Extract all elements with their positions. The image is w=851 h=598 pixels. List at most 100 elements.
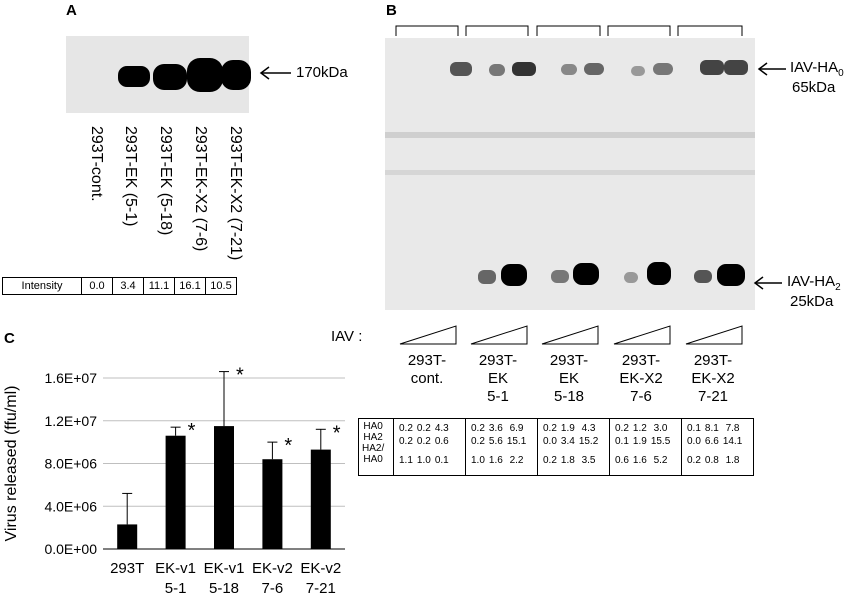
y-axis-label: Virus released (ffu/ml) (3, 386, 20, 542)
nonspecific-band (385, 170, 755, 175)
blot-band (624, 272, 638, 283)
blot-band (717, 264, 745, 286)
group-brackets (395, 25, 743, 36)
blot-band (631, 66, 645, 76)
quant-cell: 1.1 (399, 454, 413, 466)
x-tick-label: EK-v1 (204, 560, 245, 577)
blot-band (561, 64, 577, 75)
quant-cell: 14.1 (722, 436, 743, 447)
significance-mark: * (333, 422, 341, 444)
quant-row-label: HA0 (363, 421, 383, 432)
blot-band (478, 270, 496, 284)
intensity-cell: 0.0 (81, 277, 113, 295)
ha0-marker-sub: 0 (838, 68, 844, 79)
quant-cell: 1.9 (632, 436, 647, 447)
y-tick-label: 4.0E+06 (44, 498, 97, 514)
blot-band (551, 270, 569, 283)
arrow-left-icon (757, 62, 786, 76)
panel-c-label: C (4, 330, 15, 347)
ha0-kda: 65kDa (792, 79, 836, 96)
quant-cell: 0.1 (434, 454, 449, 466)
nonspecific-band (385, 132, 755, 138)
ha2-marker-name: IAV-HA (787, 273, 836, 290)
group-label: 293T- cont. (407, 352, 447, 387)
bar (310, 449, 331, 549)
iav-label: IAV : (331, 328, 363, 345)
blot-band (647, 262, 671, 285)
quant-cell: 0.0 (543, 436, 557, 447)
blot-band (221, 60, 251, 90)
group-label: 293T- EK-X2 7-21 (691, 352, 735, 405)
quant-cell: 0.6 (615, 454, 629, 466)
panel-b-label: B (386, 2, 397, 19)
intensity-cell: 11.1 (143, 277, 175, 295)
blot-band (584, 63, 604, 75)
blot-band (501, 264, 527, 286)
quant-cell: 0.1 (687, 423, 701, 434)
quant-cell: 5.6 (488, 436, 503, 447)
ha0-marker-name: IAV-HA (790, 59, 839, 76)
intensity-cell: 10.5 (205, 277, 237, 295)
quant-cell: 0.0 (687, 436, 701, 447)
bar (214, 426, 234, 549)
quant-cell: 0.2 (416, 423, 431, 434)
quant-row-label: HA2 (363, 432, 383, 443)
quant-cell: 1.8 (560, 454, 575, 466)
blot-band (153, 64, 187, 90)
x-tick-label: 293T (110, 560, 144, 577)
quant-cell: 1.0 (416, 454, 431, 466)
panel-a-marker: 170kDa (296, 64, 348, 81)
significance-mark: * (188, 420, 196, 442)
ha2-marker: IAV-HA2 (787, 273, 841, 293)
quant-cell: 0.8 (704, 454, 719, 466)
quant-table: HA0 HA2 HA2/ HA0 0.2 0.2 4.3 0.2 0.2 0.6 1.1… (358, 418, 754, 476)
quant-cell: 0.2 (543, 454, 557, 466)
group-label: 293T- EK 5-1 (478, 352, 518, 405)
lane-label: 293T-EK (5-18) (157, 126, 174, 236)
quant-cell: 6.6 (704, 436, 719, 447)
bar (262, 459, 283, 549)
ha2-kda: 25kDa (790, 293, 834, 310)
dose-wedges (399, 325, 743, 345)
quant-cell: 15.5 (650, 436, 671, 447)
quant-cell: 2.2 (509, 454, 524, 466)
blot-band (512, 62, 536, 76)
quant-cell: 0.6 (434, 436, 449, 447)
quant-cell: 1.6 (632, 454, 647, 466)
intensity-cell: 16.1 (174, 277, 206, 295)
blot-band (724, 60, 748, 75)
quant-cell: 6.9 (509, 423, 524, 434)
panel-b-blot (385, 38, 755, 310)
quant-cell: 3.5 (581, 454, 596, 466)
y-tick-label: 1.6E+07 (44, 370, 97, 386)
x-tick-label: EK-v1 (155, 560, 196, 577)
ha0-marker: IAV-HA0 (790, 59, 844, 79)
quant-cell: 3.6 (488, 423, 503, 434)
blot-band (694, 270, 712, 283)
ha2-marker-sub: 2 (835, 282, 841, 293)
quant-row-label: HA2/ HA0 (362, 443, 385, 465)
blot-band (489, 64, 505, 76)
quant-cell: 5.2 (653, 454, 668, 466)
blot-band (700, 60, 724, 75)
significance-mark: * (284, 435, 292, 457)
quant-cell: 1.0 (471, 454, 485, 466)
x-tick-label: EK-v2 (252, 560, 293, 577)
panel-a-blot (66, 36, 251, 113)
quant-cell: 0.2 (543, 423, 557, 434)
quant-cell: 3.4 (560, 436, 575, 447)
arrow-left-icon (753, 276, 782, 290)
blot-band (653, 63, 673, 75)
blot-band (118, 66, 150, 87)
quant-cell: 4.3 (434, 423, 449, 434)
quant-cell: 1.2 (632, 423, 647, 434)
x-tick-label: 7-6 (262, 580, 284, 597)
intensity-row-label: Intensity (2, 277, 82, 295)
lane-label: 293T-cont. (88, 126, 105, 202)
intensity-table: Intensity 0.0 3.4 11.1 16.1 10.5 (2, 277, 237, 295)
significance-mark: * (236, 365, 244, 387)
lane-label: 293T-EK-X2 (7-21) (227, 126, 244, 261)
y-tick-label: 0.0E+00 (44, 541, 97, 557)
quant-cell: 4.3 (581, 423, 596, 434)
blot-band (450, 62, 472, 76)
